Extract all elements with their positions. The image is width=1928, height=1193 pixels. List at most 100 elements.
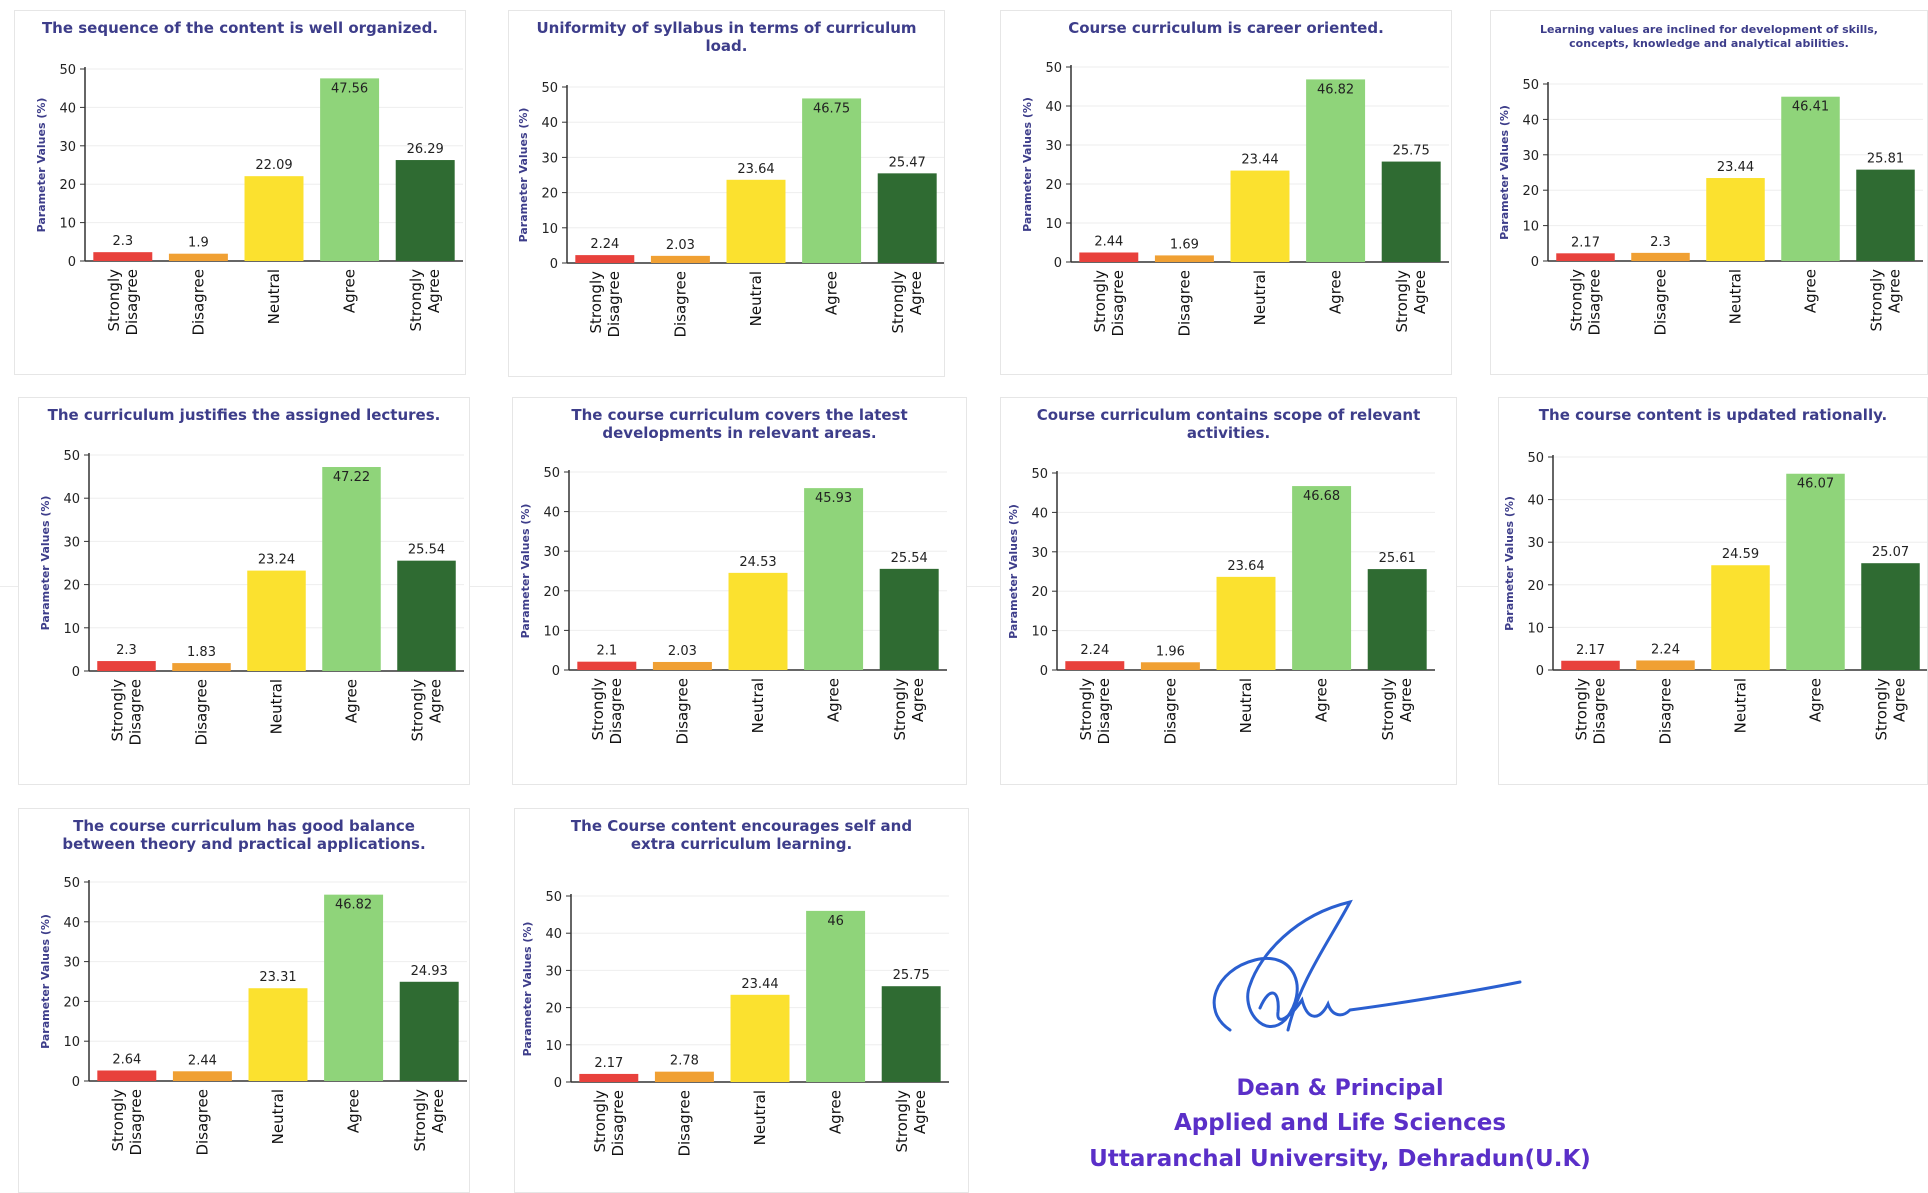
bar <box>575 255 635 263</box>
x-category-label: Strongly <box>891 678 909 741</box>
y-axis-label: Parameter Values (%) <box>1503 496 1516 631</box>
y-tick-label: 20 <box>543 585 560 600</box>
bar <box>172 1071 232 1081</box>
chart-title-line: load. <box>705 37 747 55</box>
x-category-label: Disagree <box>1109 270 1127 337</box>
x-category-label: Strongly <box>1573 678 1591 741</box>
data-label: 1.9 <box>188 236 209 251</box>
x-category-label: Strongly <box>109 1089 127 1152</box>
x-category-label: Neutral <box>265 269 283 324</box>
x-category-label: Disagree <box>605 271 623 338</box>
y-tick-label: 10 <box>1527 621 1544 636</box>
data-label: 25.75 <box>1393 144 1430 159</box>
chart-panel: The sequence of the content is well orga… <box>14 10 466 375</box>
data-label: 23.44 <box>1241 153 1278 168</box>
y-tick-label: 20 <box>1045 178 1062 193</box>
y-tick-label: 20 <box>1031 585 1048 600</box>
data-label: 2.17 <box>594 1056 623 1071</box>
data-label: 25.54 <box>891 551 928 566</box>
data-label: 2.03 <box>668 644 697 659</box>
chart-panel: The Course content encourages self and ex… <box>514 808 969 1193</box>
data-label: 46.07 <box>1797 477 1834 492</box>
x-category-label: Disagree <box>675 1090 693 1157</box>
data-label: 47.56 <box>331 81 368 96</box>
y-tick-label: 30 <box>1522 149 1539 164</box>
data-label: 46 <box>827 914 844 929</box>
y-tick-label: 30 <box>543 545 560 560</box>
x-category-label: Disagree <box>127 1089 145 1156</box>
y-tick-label: 10 <box>59 217 76 232</box>
y-tick-label: 30 <box>63 535 80 550</box>
y-tick-label: 50 <box>59 63 76 78</box>
data-label: 25.81 <box>1867 152 1904 167</box>
bar <box>1856 169 1915 261</box>
chart-title-line: developments in relevant areas. <box>602 424 876 442</box>
y-tick-label: 10 <box>1522 220 1539 235</box>
y-tick-label: 0 <box>68 255 76 270</box>
y-tick-label: 0 <box>1054 256 1062 271</box>
chart-panel: Uniformity of syllabus in terms of curri… <box>508 10 945 377</box>
y-tick-label: 50 <box>1031 467 1048 482</box>
y-axis-label: Parameter Values (%) <box>35 98 48 233</box>
y-tick-label: 0 <box>1531 255 1539 270</box>
x-category-label: Agree <box>911 1090 929 1134</box>
data-label: 24.53 <box>739 555 776 570</box>
data-label: 2.03 <box>666 238 695 253</box>
y-tick-label: 20 <box>59 178 76 193</box>
bar-chart: The sequence of the content is well orga… <box>35 19 463 336</box>
chart-title-line: Uniformity of syllabus in terms of curri… <box>536 19 916 37</box>
x-category-label: Agree <box>427 679 445 723</box>
x-category-label: Disagree <box>1652 269 1670 336</box>
y-tick-label: 40 <box>1045 100 1062 115</box>
y-tick-label: 40 <box>1522 113 1539 128</box>
data-label: 2.64 <box>112 1052 141 1067</box>
bar <box>1140 662 1200 670</box>
stamp-line-university: Uttaranchal University, Dehradun(U.K) <box>1089 1146 1591 1172</box>
bar <box>1381 161 1441 262</box>
y-tick-label: 10 <box>63 622 80 637</box>
bar <box>399 981 459 1081</box>
handwritten-signature <box>1212 899 1522 1032</box>
y-axis-label: Parameter Values (%) <box>1007 504 1020 639</box>
bar-chart: The course content is updated rationally… <box>1503 406 1927 745</box>
x-category-label: Disagree <box>127 679 145 746</box>
y-tick-label: 10 <box>1031 625 1048 640</box>
y-tick-label: 30 <box>63 956 80 971</box>
x-category-label: Neutral <box>269 1089 287 1144</box>
bar <box>247 570 306 671</box>
chart-panel: Course curriculum is career oriented. Par… <box>1000 10 1452 375</box>
stamp-line-title: Dean & Principal <box>1236 1076 1444 1101</box>
x-category-label: Agree <box>907 271 925 315</box>
data-label: 22.09 <box>255 158 292 173</box>
bar-chart: The course curriculum has good balancebe… <box>39 817 467 1156</box>
y-tick-label: 0 <box>1536 664 1544 679</box>
y-tick-label: 30 <box>1045 139 1062 154</box>
x-category-label: Strongly <box>1873 678 1891 741</box>
x-category-label: Strongly <box>591 1090 609 1153</box>
y-tick-label: 40 <box>59 101 76 116</box>
data-label: 2.44 <box>1094 234 1123 249</box>
bar <box>395 160 455 261</box>
chart-title-line: extra curriculum learning. <box>631 835 852 853</box>
bar-chart: The course curriculum covers the latestd… <box>519 406 947 745</box>
data-label: 23.44 <box>741 977 778 992</box>
x-category-label: Strongly <box>1568 269 1586 332</box>
bar <box>1230 170 1290 262</box>
y-axis-label: Parameter Values (%) <box>39 914 52 1049</box>
y-tick-label: 30 <box>1031 546 1048 561</box>
bar <box>1154 255 1214 262</box>
x-category-label: Disagree <box>193 1089 211 1156</box>
x-category-label: Strongly <box>589 678 607 741</box>
y-tick-label: 40 <box>541 116 558 131</box>
data-label: 2.3 <box>116 643 137 658</box>
bar <box>1706 178 1765 261</box>
x-category-label: Disagree <box>673 678 691 745</box>
chart-title-line: Course curriculum contains scope of rele… <box>1037 406 1421 424</box>
bar <box>172 663 231 671</box>
y-tick-label: 40 <box>543 506 560 521</box>
bar-chart: Learning values are inclined for develop… <box>1498 23 1923 336</box>
x-category-label: Strongly <box>1393 270 1411 333</box>
x-category-label: Disagree <box>671 271 689 338</box>
chart-panel: Course curriculum contains scope of rele… <box>1000 397 1457 785</box>
x-category-label: Agree <box>909 678 927 722</box>
